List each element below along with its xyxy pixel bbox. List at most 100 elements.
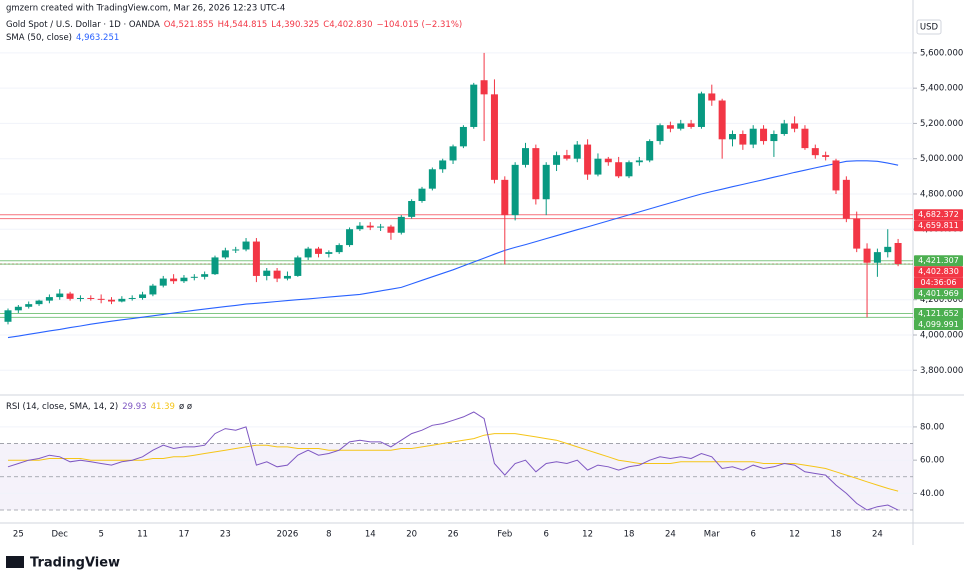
candle-body — [25, 304, 33, 307]
x-tick-label: 2026 — [277, 530, 299, 540]
candle-body — [625, 162, 633, 177]
candle-body — [708, 93, 716, 101]
candle-body — [656, 125, 664, 142]
x-tick-label: 11 — [137, 530, 148, 540]
candle-body — [418, 188, 426, 202]
change-label: −104.015 (−2.31%) — [377, 20, 463, 30]
candle-body — [853, 218, 861, 249]
candle-body — [677, 123, 685, 129]
x-tick-label: Dec — [52, 530, 69, 540]
candle-body — [553, 155, 561, 165]
candle-body — [190, 276, 198, 278]
x-tick-label: 14 — [365, 530, 376, 540]
candle-body — [408, 201, 416, 217]
candle-body — [428, 169, 436, 189]
x-tick-label: 8 — [326, 530, 331, 540]
symbol-title: Gold Spot / U.S. Dollar · 1D · OANDA — [6, 20, 160, 30]
x-tick-label: 6 — [750, 530, 755, 540]
level-label-bg — [914, 288, 963, 300]
candle-body — [780, 123, 788, 135]
x-tick-label: Feb — [497, 530, 512, 540]
candle-body — [263, 270, 271, 276]
x-tick-label: 6 — [543, 530, 548, 540]
candle-body — [832, 160, 840, 191]
level-label-bg — [914, 266, 963, 278]
attribution: gmzern created with TradingView.com, Mar… — [6, 4, 285, 14]
level-label: 4,401.969 — [918, 289, 959, 298]
candle-body — [615, 162, 623, 177]
level-label: 4,421.307 — [918, 256, 959, 265]
sma-value: 4,963.251 — [76, 33, 119, 43]
candle-body — [211, 257, 219, 275]
candle-body — [718, 100, 726, 140]
y-tick-label: 5,000.000 — [920, 154, 963, 164]
candle-body — [87, 297, 95, 299]
high-label: H4,544.815 — [218, 20, 268, 30]
candle-body — [76, 297, 84, 299]
candle-body — [873, 252, 881, 263]
open-label: O4,521.855 — [164, 20, 214, 30]
candle-body — [884, 246, 892, 253]
x-tick-label: 5 — [98, 530, 103, 540]
candle-body — [594, 158, 602, 175]
x-tick-label: 25 — [13, 530, 24, 540]
y-tick-label: 5,400.000 — [920, 84, 963, 94]
brand-logo — [6, 556, 24, 568]
candle-body — [56, 293, 64, 298]
candle-body — [842, 179, 850, 219]
rsi-value: 29.93 — [122, 402, 146, 412]
level-label-bg — [914, 255, 963, 267]
x-tick-label: 12 — [789, 530, 800, 540]
candle-body — [522, 148, 529, 165]
candle-body — [335, 245, 343, 253]
level-label-bg — [914, 220, 963, 232]
candle-body — [863, 248, 871, 263]
candle-body — [687, 123, 695, 127]
x-tick-label: 17 — [179, 530, 190, 540]
candle-body — [315, 248, 322, 254]
header: Gold Spot / U.S. Dollar · 1D · OANDA O4,5… — [6, 20, 462, 30]
candle-body — [490, 94, 498, 180]
x-tick-label: 23 — [220, 530, 231, 540]
candle-body — [532, 148, 540, 200]
candle-body — [232, 249, 240, 251]
candle-body — [346, 229, 354, 246]
rsi-ma-value: 41.39 — [151, 402, 175, 412]
y-tick-label: 60.00 — [920, 456, 944, 466]
x-tick-label: 18 — [831, 530, 842, 540]
candle-body — [149, 285, 157, 295]
candle-body — [201, 274, 209, 277]
candle-body — [666, 125, 674, 129]
candle-body — [397, 216, 405, 233]
candle-body — [459, 126, 467, 147]
candle-body — [894, 242, 902, 264]
level-label: 4,099.991 — [918, 320, 959, 329]
candle-body — [170, 278, 178, 282]
sma-line — [7, 160, 899, 339]
y-tick-label: 5,600.000 — [920, 48, 963, 58]
candle-body — [242, 241, 250, 250]
level-label: 4,402.830 — [918, 267, 959, 276]
y-tick-label: 4,800.000 — [920, 189, 963, 199]
candle-body — [739, 134, 747, 145]
candle-body — [749, 128, 757, 145]
x-tick-label: 24 — [872, 530, 883, 540]
sma-legend: SMA (50, close) 4,963.251 — [6, 33, 119, 43]
candle-body — [439, 160, 447, 170]
countdown: 04:36:06 — [921, 278, 957, 287]
level-label-bg — [914, 308, 963, 320]
candle-body — [822, 155, 830, 157]
candle-body — [563, 155, 571, 159]
candle-body — [811, 148, 819, 156]
level-label-bg — [914, 209, 963, 221]
level-label-bg — [914, 319, 963, 331]
y-tick-label: 80.00 — [920, 422, 944, 432]
candle-body — [35, 300, 43, 305]
candle-body — [273, 270, 281, 279]
sma-name: SMA (50, close) — [6, 33, 72, 43]
candle-body — [159, 278, 167, 286]
y-tick-label: 3,800.000 — [920, 366, 963, 376]
currency: USD — [920, 23, 939, 33]
candle-body — [646, 141, 654, 161]
candle-body — [97, 298, 105, 300]
